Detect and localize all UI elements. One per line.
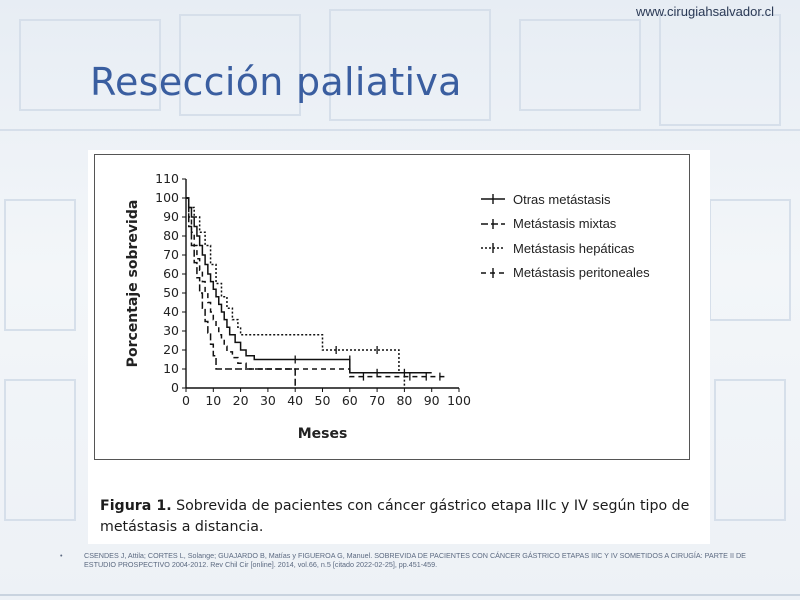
- x-tick-label: 30: [260, 393, 276, 408]
- legend-item: Metástasis mixtas: [479, 212, 650, 237]
- y-tick-label: 60: [163, 266, 179, 281]
- y-tick-label: 0: [171, 380, 179, 395]
- legend-swatch: [481, 243, 505, 254]
- bottom-divider: [0, 594, 800, 596]
- caption-text: Sobrevida de pacientes con cáncer gástri…: [100, 498, 690, 535]
- site-url: www.cirugiahsalvador.cl: [635, 4, 774, 19]
- legend-label: Metástasis mixtas: [513, 216, 617, 232]
- y-tick-label: 70: [163, 247, 179, 262]
- y-axis-label: Porcentaje sobrevida: [125, 200, 141, 368]
- legend-label: Metástasis hepáticas: [513, 240, 635, 256]
- figure-caption: Figura 1. Sobrevida de pacientes con cán…: [100, 496, 694, 538]
- x-tick-label: 10: [205, 393, 221, 408]
- y-tick-label: 40: [163, 304, 179, 319]
- legend-item: Otras metástasis: [479, 187, 650, 212]
- y-tick-label: 90: [163, 209, 179, 224]
- reference-text: CSENDES J, Attila; CORTES L, Solange; GU…: [84, 551, 746, 569]
- y-tick-label: 20: [163, 342, 179, 357]
- series-line-0: [186, 197, 432, 374]
- reference-bullet: •: [60, 551, 63, 560]
- y-tick-label: 80: [163, 228, 179, 243]
- y-tick-label: 10: [163, 361, 179, 376]
- chart-layer: 0 10 20 30 40 50 60 70 80 90 100 0 10 20 30 40 50 60 70 80 9…: [125, 171, 471, 442]
- legend-label: Metástasis peritoneales: [513, 265, 650, 281]
- x-tick-label: 50: [315, 393, 331, 408]
- chart-frame: 0 10 20 30 40 50 60 70 80 90 100 0 10 20 30 40 50 60 70 80 9…: [94, 154, 690, 460]
- x-tick-label: 70: [369, 393, 385, 408]
- x-tick-label: 90: [424, 393, 440, 408]
- legend-swatch: [481, 218, 505, 229]
- y-tick-label: 30: [163, 323, 179, 338]
- x-tick-label: 80: [396, 393, 412, 408]
- y-tick-label: 100: [155, 190, 179, 205]
- legend-swatch: [481, 267, 505, 278]
- legend-label: Otras metástasis: [513, 191, 611, 207]
- x-axis-label: Meses: [298, 426, 348, 442]
- legend-item: Metástasis hepáticas: [479, 236, 650, 261]
- figure: 0 10 20 30 40 50 60 70 80 90 100 0 10 20 30 40 50 60 70 80 9…: [88, 150, 710, 544]
- y-tick-label: 50: [163, 285, 179, 300]
- series-line-3: [186, 197, 446, 378]
- x-tick-label: 60: [342, 393, 358, 408]
- series-line-1: [186, 197, 296, 388]
- x-tick-label: 100: [447, 393, 471, 408]
- legend-item: Metástasis peritoneales: [479, 261, 650, 286]
- survival-chart: 0 10 20 30 40 50 60 70 80 90 100 0 10 20 30 40 50 60 70 80 9…: [125, 171, 471, 442]
- chart-legend: Otras metástasis Metástasis mixtas Metásta…: [479, 187, 650, 285]
- slide-title: Resección paliativa: [90, 60, 462, 104]
- y-tick-label: 110: [155, 171, 179, 186]
- x-tick-label: 0: [182, 393, 190, 408]
- x-tick-label: 40: [287, 393, 303, 408]
- x-tick-label: 20: [233, 393, 249, 408]
- caption-label: Figura 1.: [100, 498, 172, 514]
- legend-swatch: [481, 194, 505, 205]
